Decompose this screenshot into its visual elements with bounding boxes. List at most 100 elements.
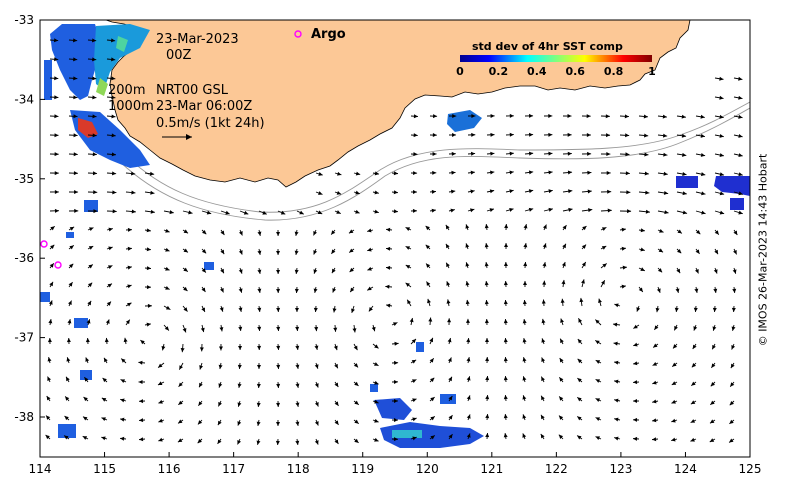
current-arrowhead — [54, 171, 59, 176]
current-arrowhead — [523, 262, 528, 267]
x-tick-label: 122 — [545, 462, 568, 476]
x-tick-label: 117 — [222, 462, 245, 476]
current-arrowhead — [257, 326, 262, 331]
current-arrowhead — [638, 287, 643, 292]
current-arrowhead — [353, 345, 358, 351]
current-arrowhead — [662, 114, 667, 119]
current-arrowhead — [471, 113, 476, 118]
current-arrowhead — [682, 152, 687, 157]
current-arrowhead — [257, 269, 262, 274]
current-arrowhead — [466, 433, 471, 438]
current-arrowhead — [183, 267, 188, 272]
current-arrowhead — [691, 381, 696, 386]
current-arrowhead — [466, 376, 471, 381]
current-arrowhead — [218, 383, 223, 388]
current-arrowhead — [101, 436, 106, 441]
current-arrowhead — [353, 363, 359, 368]
current-arrowhead — [238, 345, 243, 350]
current-arrowhead — [503, 262, 508, 267]
colorbar-tick-label: 0.6 — [565, 65, 585, 78]
current-arrowhead — [412, 436, 417, 441]
current-arrowhead — [111, 171, 117, 176]
current-arrowhead — [490, 170, 495, 175]
current-arrowhead — [411, 379, 417, 383]
current-arrowhead — [693, 307, 698, 312]
current-arrowhead — [682, 172, 687, 176]
current-arrowhead — [509, 189, 514, 194]
current-arrowhead — [256, 383, 261, 388]
current-arrowhead — [313, 230, 317, 236]
current-arrowhead — [614, 379, 619, 384]
current-arrowhead — [428, 317, 433, 322]
current-arrowhead — [355, 171, 361, 176]
current-arrowhead — [201, 287, 206, 292]
current-arrowhead — [73, 152, 78, 157]
current-arrowhead — [54, 189, 59, 194]
current-arrowhead — [374, 190, 379, 195]
current-arrowhead — [577, 416, 582, 421]
current-arrowhead — [276, 231, 281, 236]
current-arrowhead — [313, 269, 318, 274]
current-arrowhead — [413, 171, 418, 176]
current-arrowhead — [47, 376, 52, 381]
argo-legend-label: Argo — [311, 27, 346, 42]
current-arrowhead — [73, 57, 78, 62]
current-arrowhead — [448, 434, 453, 439]
x-tick-label: 114 — [29, 462, 52, 476]
current-arrowhead — [485, 395, 490, 400]
current-arrowhead — [733, 249, 737, 255]
current-arrowhead — [614, 417, 619, 422]
current-arrowhead — [489, 189, 495, 194]
current-arrowhead — [681, 133, 687, 138]
current-arrowhead — [719, 172, 725, 177]
current-arrowhead — [465, 262, 470, 267]
current-arrowhead — [567, 170, 573, 175]
current-arrowhead — [413, 133, 418, 138]
current-arrowhead — [108, 227, 113, 232]
current-arrowhead — [652, 418, 657, 423]
current-arrowhead — [654, 325, 659, 330]
current-arrowhead — [275, 440, 280, 445]
current-arrowhead — [606, 133, 611, 138]
current-arrowhead — [586, 133, 591, 138]
current-arrowhead — [522, 299, 527, 305]
current-arrowhead — [663, 171, 668, 176]
current-arrowhead — [105, 319, 110, 324]
current-arrowhead — [489, 208, 494, 213]
current-arrowhead — [220, 287, 224, 293]
current-arrowhead — [188, 210, 193, 215]
current-arrowhead — [582, 226, 587, 231]
current-arrowhead — [83, 396, 88, 402]
current-arrowhead — [139, 399, 144, 404]
argo-float-marker — [54, 261, 62, 269]
current-arrowhead — [111, 76, 116, 81]
current-arrowhead — [701, 210, 706, 215]
current-arrowhead — [719, 114, 724, 119]
current-arrowhead — [613, 341, 618, 346]
current-arrowhead — [730, 363, 735, 369]
current-arrowhead — [217, 439, 222, 444]
current-arrowhead — [568, 207, 573, 212]
current-arrowhead — [385, 284, 390, 289]
current-arrowhead — [349, 267, 354, 273]
current-arrowhead — [314, 440, 319, 445]
current-arrowhead — [548, 207, 553, 212]
current-arrowhead — [394, 341, 399, 346]
current-arrowhead — [577, 338, 582, 344]
current-arrowhead — [738, 191, 743, 196]
current-arrowhead — [484, 300, 489, 305]
current-arrowhead — [147, 303, 152, 308]
current-arrowhead — [451, 170, 456, 175]
current-arrowhead — [710, 382, 716, 387]
current-arrowhead — [393, 209, 398, 214]
current-arrowhead — [466, 357, 471, 362]
current-arrowhead — [276, 288, 281, 293]
product-time-label: 23-Mar 06:00Z — [156, 99, 252, 114]
current-arrowhead — [579, 297, 584, 303]
current-arrowhead — [54, 95, 59, 100]
current-arrowhead — [581, 244, 587, 249]
current-arrowhead — [165, 305, 171, 310]
current-arrowhead — [522, 357, 527, 362]
current-arrowhead — [73, 38, 78, 43]
current-arrowhead — [220, 268, 224, 274]
